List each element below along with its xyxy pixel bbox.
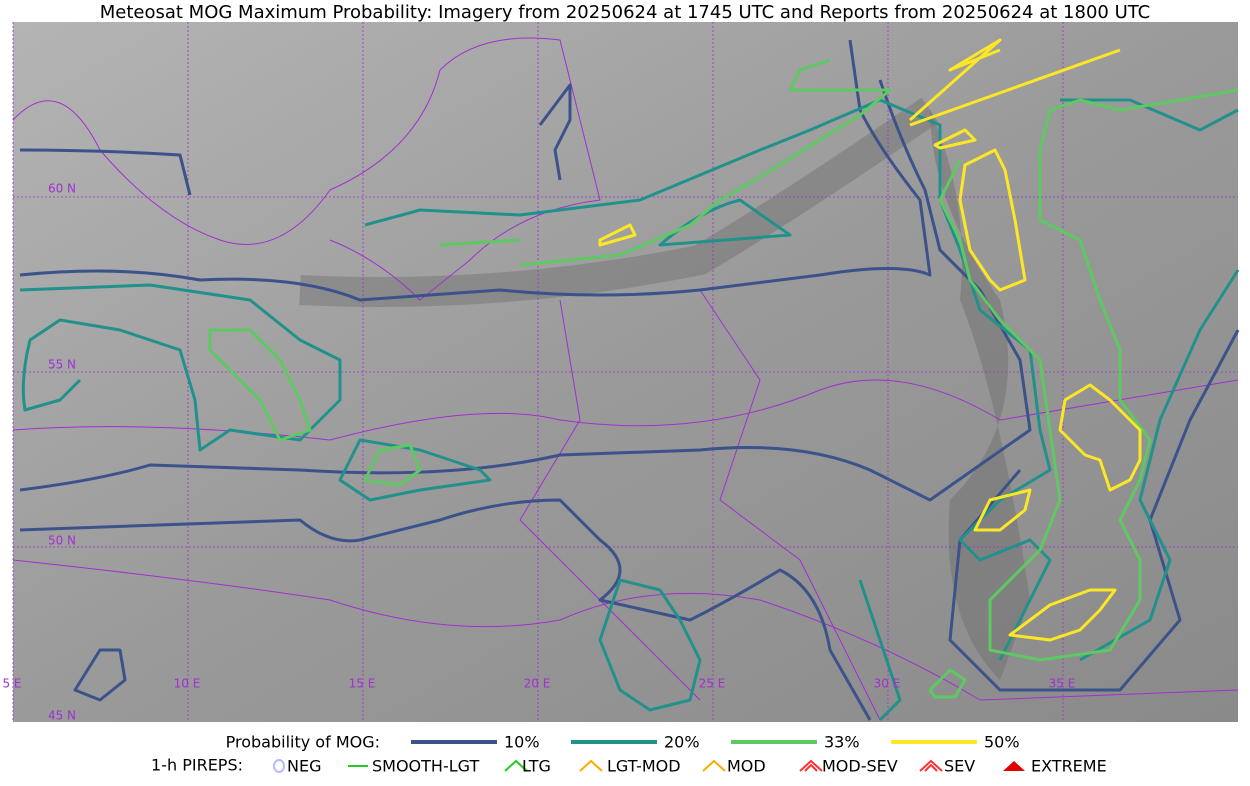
legend-label: LGT-MOD <box>607 757 681 776</box>
graticule <box>12 22 1238 722</box>
legend-icon <box>702 759 726 772</box>
legend-icon <box>579 759 603 772</box>
lat-label: 60 N <box>48 182 76 196</box>
legend-label: LTG <box>522 757 551 776</box>
legend-label: EXTREME <box>1031 757 1107 776</box>
dry-band <box>930 110 1030 680</box>
legend-icon <box>799 759 823 772</box>
legend-label: MOD-SEV <box>822 757 898 776</box>
lat-label: 45 N <box>48 709 76 723</box>
legend-label: 10% <box>504 733 540 752</box>
lon-label: 10 E <box>174 677 201 691</box>
legend-label: MOD <box>727 757 766 776</box>
title: Meteosat MOG Maximum Probability: Imager… <box>100 2 1151 23</box>
lat-label: 55 N <box>48 358 76 372</box>
legend-title: Probability of MOG: <box>226 733 380 752</box>
legend-label: 20% <box>664 733 700 752</box>
lon-label: 20 E <box>524 677 551 691</box>
legend-icon <box>504 759 528 772</box>
lon-label: 15 E <box>349 677 376 691</box>
legend-label: 33% <box>824 733 860 752</box>
legend-icon <box>919 759 943 772</box>
lon-label: 35 E <box>1049 677 1076 691</box>
legend: Probability of MOG: 10% 20% 33% 50% 1-h PIREP… <box>151 733 1107 776</box>
lon-label: 25 E <box>699 677 726 691</box>
legend-label: SMOOTH-LGT <box>372 757 479 776</box>
contours-50 <box>598 38 1142 642</box>
lon-label: 30 E <box>874 677 901 691</box>
lon-label: 5 E <box>2 677 21 691</box>
legend-label: 50% <box>984 733 1020 752</box>
dry-band <box>299 97 939 307</box>
legend-label: SEV <box>944 757 975 776</box>
legend-icon <box>1003 761 1025 771</box>
legend-title: 1-h PIREPS: <box>151 756 243 775</box>
legend-label: NEG <box>287 757 321 776</box>
lat-label: 50 N <box>48 534 76 548</box>
contours <box>19 39 1240 722</box>
legend-icon <box>273 759 285 773</box>
map: 5 E 10 E 15 E 20 E 25 E 30 E 35 E 60 N 55 N 50 N 4… <box>2 22 1240 723</box>
borders <box>12 37 1239 721</box>
